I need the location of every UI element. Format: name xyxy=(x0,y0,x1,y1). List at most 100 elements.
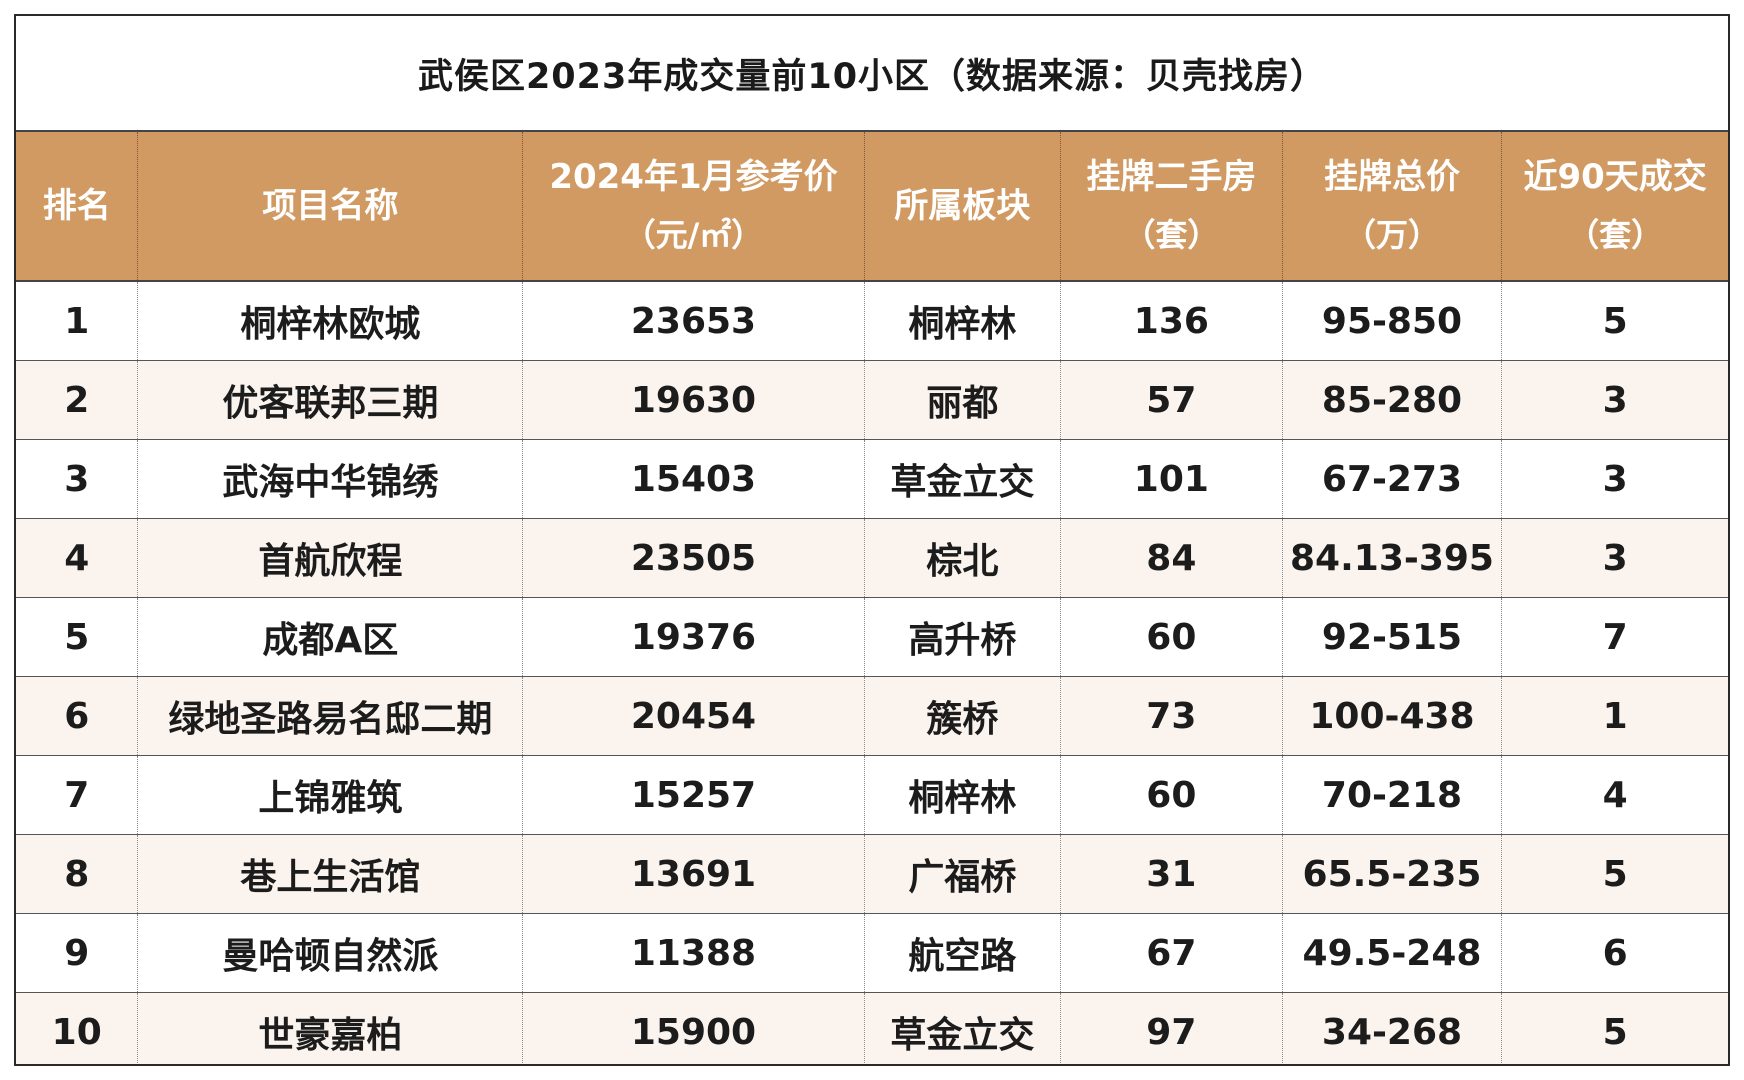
table-row: 1 桐梓林欧城 23653 桐梓林 136 95-850 5 xyxy=(16,281,1728,361)
table-cell: 10 xyxy=(16,992,139,1064)
table-cell: 73 xyxy=(1060,676,1283,756)
table-cell: 19630 xyxy=(522,360,865,440)
table-cell: 67-273 xyxy=(1282,439,1503,519)
table-cell: 桐梓林欧城 xyxy=(137,281,524,361)
header-row: 排名 项目名称 2024年1月参考价 （元/㎡） 所属板块 挂牌二手房 （套） 挂牌总价 （万）… xyxy=(16,132,1728,282)
column-header-2: 2024年1月参考价 （元/㎡） xyxy=(522,132,865,282)
table-cell: 首航欣程 xyxy=(137,518,524,598)
table-row: 7 上锦雅筑 15257 桐梓林 60 70-218 4 xyxy=(16,755,1728,835)
table-row: 10 世豪嘉柏 15900 草金立交 97 34-268 5 xyxy=(16,992,1728,1064)
table-cell: 航空路 xyxy=(864,913,1061,993)
table-cell: 1 xyxy=(16,281,139,361)
column-header-label: 挂牌总价 xyxy=(1323,157,1460,197)
table-cell: 巷上生活馆 xyxy=(137,834,524,914)
column-header-label: 近90天成交 xyxy=(1523,157,1707,197)
table-cell: 6 xyxy=(16,676,139,756)
column-header-5: 挂牌总价 （万） xyxy=(1282,132,1503,282)
table-cell: 世豪嘉柏 xyxy=(137,992,524,1064)
table-cell: 60 xyxy=(1060,597,1283,677)
table-row: 3 武海中华锦绣 15403 草金立交 101 67-273 3 xyxy=(16,439,1728,519)
table-cell: 簇桥 xyxy=(864,676,1061,756)
table-cell: 曼哈顿自然派 xyxy=(137,913,524,993)
table-cell: 97 xyxy=(1060,992,1283,1064)
table-cell: 4 xyxy=(16,518,139,598)
column-header-unit: （套） xyxy=(1567,216,1664,254)
column-header-1: 项目名称 xyxy=(137,132,524,282)
ranking-table: 排名 项目名称 2024年1月参考价 （元/㎡） 所属板块 挂牌二手房 （套） 挂牌总价 （万）… xyxy=(16,132,1728,1064)
table-cell: 7 xyxy=(1501,597,1728,677)
table-cell: 5 xyxy=(1501,834,1728,914)
table-cell: 15257 xyxy=(522,755,865,835)
column-header-label: 挂牌二手房 xyxy=(1086,157,1257,197)
table-cell: 100-438 xyxy=(1282,676,1503,756)
table-cell: 31 xyxy=(1060,834,1283,914)
table-row: 4 首航欣程 23505 棕北 84 84.13-395 3 xyxy=(16,518,1728,598)
table-row: 5 成都A区 19376 高升桥 60 92-515 7 xyxy=(16,597,1728,677)
table-cell: 70-218 xyxy=(1282,755,1503,835)
table-cell: 草金立交 xyxy=(864,992,1061,1064)
table-cell: 成都A区 xyxy=(137,597,524,677)
table-cell: 广福桥 xyxy=(864,834,1061,914)
column-header-unit: （元/㎡） xyxy=(623,216,764,254)
table-row: 2 优客联邦三期 19630 丽都 57 85-280 3 xyxy=(16,360,1728,440)
table-cell: 20454 xyxy=(522,676,865,756)
table-cell: 15403 xyxy=(522,439,865,519)
table-cell: 1 xyxy=(1501,676,1728,756)
table-cell: 6 xyxy=(1501,913,1728,993)
column-header-unit: （万） xyxy=(1343,216,1440,254)
table-cell: 优客联邦三期 xyxy=(137,360,524,440)
column-header-4: 挂牌二手房 （套） xyxy=(1060,132,1283,282)
table-cell: 101 xyxy=(1060,439,1283,519)
table-cell: 4 xyxy=(1501,755,1728,835)
table-cell: 2 xyxy=(16,360,139,440)
column-header-6: 近90天成交 （套） xyxy=(1501,132,1728,282)
table-cell: 49.5-248 xyxy=(1282,913,1503,993)
table-frame: 武侯区2023年成交量前10小区（数据来源：贝壳找房） 排名 项目名称 2024年1… xyxy=(14,14,1730,1066)
table-cell: 67 xyxy=(1060,913,1283,993)
table-cell: 7 xyxy=(16,755,139,835)
table-cell: 84.13-395 xyxy=(1282,518,1503,598)
table-row: 6 绿地圣路易名邸二期 20454 簇桥 73 100-438 1 xyxy=(16,676,1728,756)
table-cell: 5 xyxy=(16,597,139,677)
column-header-0: 排名 xyxy=(16,132,139,282)
column-header-unit: （套） xyxy=(1123,216,1220,254)
table-cell: 23505 xyxy=(522,518,865,598)
table-cell: 桐梓林 xyxy=(864,755,1061,835)
table-cell: 3 xyxy=(16,439,139,519)
table-row: 9 曼哈顿自然派 11388 航空路 67 49.5-248 6 xyxy=(16,913,1728,993)
table-cell: 92-515 xyxy=(1282,597,1503,677)
table-cell: 13691 xyxy=(522,834,865,914)
table-cell: 9 xyxy=(16,913,139,993)
table-cell: 5 xyxy=(1501,992,1728,1064)
table-cell: 5 xyxy=(1501,281,1728,361)
table-cell: 武海中华锦绣 xyxy=(137,439,524,519)
table-cell: 桐梓林 xyxy=(864,281,1061,361)
table-cell: 3 xyxy=(1501,360,1728,440)
table-cell: 草金立交 xyxy=(864,439,1061,519)
table-cell: 19376 xyxy=(522,597,865,677)
table-cell: 136 xyxy=(1060,281,1283,361)
table-row: 8 巷上生活馆 13691 广福桥 31 65.5-235 5 xyxy=(16,834,1728,914)
column-header-label: 排名 xyxy=(42,186,111,226)
table-cell: 60 xyxy=(1060,755,1283,835)
table-cell: 绿地圣路易名邸二期 xyxy=(137,676,524,756)
table-cell: 3 xyxy=(1501,439,1728,519)
table-cell: 棕北 xyxy=(864,518,1061,598)
table-body: 1 桐梓林欧城 23653 桐梓林 136 95-850 5 2 优客联邦三期 19630 丽都 57… xyxy=(16,281,1728,1064)
table-cell: 65.5-235 xyxy=(1282,834,1503,914)
table-cell: 34-268 xyxy=(1282,992,1503,1064)
table-cell: 丽都 xyxy=(864,360,1061,440)
table-cell: 85-280 xyxy=(1282,360,1503,440)
table-cell: 3 xyxy=(1501,518,1728,598)
table-cell: 8 xyxy=(16,834,139,914)
table-cell: 高升桥 xyxy=(864,597,1061,677)
table-cell: 23653 xyxy=(522,281,865,361)
column-header-label: 所属板块 xyxy=(894,186,1031,226)
table-cell: 11388 xyxy=(522,913,865,993)
column-header-label: 项目名称 xyxy=(262,186,399,226)
table-cell: 84 xyxy=(1060,518,1283,598)
table-cell: 15900 xyxy=(522,992,865,1064)
column-header-3: 所属板块 xyxy=(864,132,1061,282)
table-cell: 上锦雅筑 xyxy=(137,755,524,835)
table-cell: 95-850 xyxy=(1282,281,1503,361)
